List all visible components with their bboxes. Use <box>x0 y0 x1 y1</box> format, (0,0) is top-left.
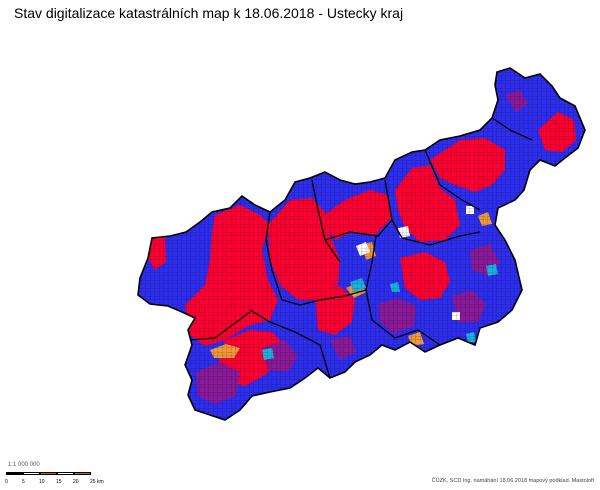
map-title: Stav digitalizace katastrálních map k 18… <box>14 5 404 21</box>
scale-segment <box>57 472 74 475</box>
scale-label: 10 <box>39 479 45 485</box>
scale-segment <box>74 472 91 475</box>
scale-label: 5 <box>22 479 25 485</box>
scale-label: 20 <box>73 479 79 485</box>
scale-segment <box>40 472 57 475</box>
scale-label: 25 km <box>90 479 104 485</box>
scale-ratio: 1:1 000 000 <box>8 462 40 468</box>
scale-label: 0 <box>5 479 8 485</box>
scale-segment <box>23 472 40 475</box>
scale-segment <box>6 472 23 475</box>
scale-label: 15 <box>56 479 62 485</box>
map-credit: ČÚZK, SCD Ing. namáhání 18.06.2018 mapov… <box>431 478 594 484</box>
scale-labels: 0 5 10 15 20 25 km <box>0 479 110 487</box>
scale-bar <box>6 472 96 476</box>
district-borders <box>189 117 533 379</box>
